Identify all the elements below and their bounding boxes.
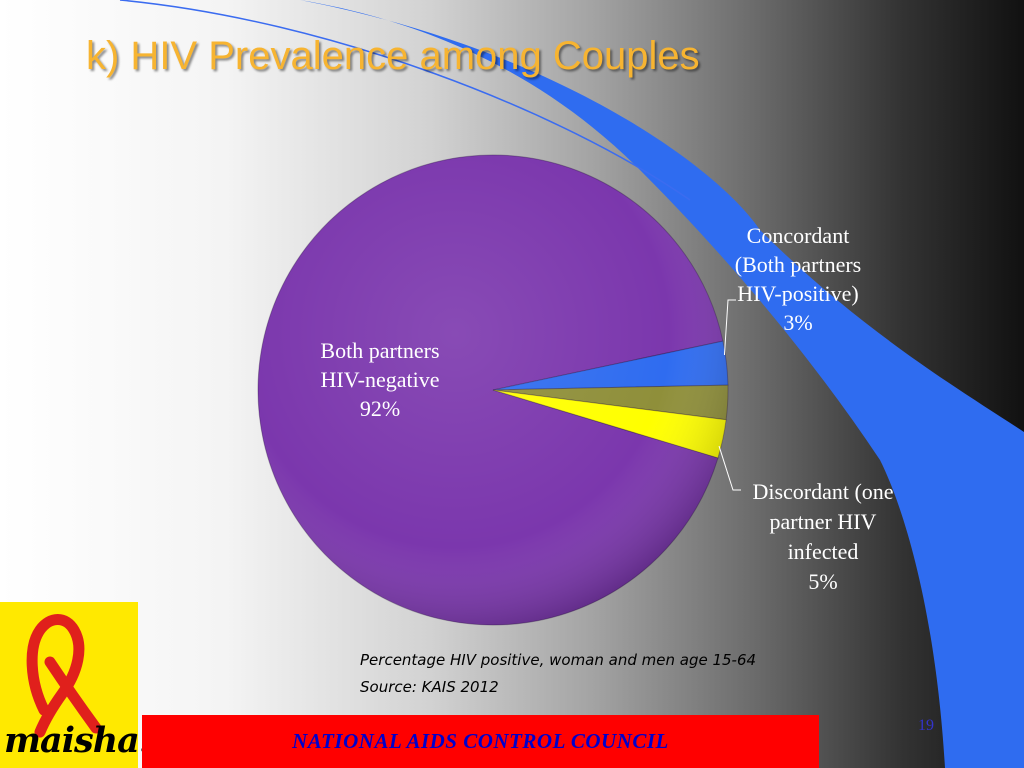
label-negative-line: Both partners bbox=[320, 338, 439, 363]
label-discordant-line: Discordant (one bbox=[752, 479, 893, 504]
footer-bar: NATIONAL AIDS CONTROL COUNCIL bbox=[142, 715, 819, 768]
red-ribbon-icon bbox=[26, 614, 102, 738]
label-concordant-line: HIV-positive) bbox=[737, 281, 858, 306]
page-title: k) HIV Prevalence among Couples bbox=[86, 34, 700, 78]
leader-concordant bbox=[723, 299, 736, 356]
label-concordant: Concordant (Both partners HIV-positive) 3% bbox=[735, 223, 861, 335]
label-concordant-line: 3% bbox=[783, 310, 812, 335]
label-discordant-line: 5% bbox=[808, 569, 837, 594]
slide-number: 19 bbox=[918, 717, 934, 734]
label-negative-line: 92% bbox=[360, 396, 400, 421]
label-discordant: Discordant (one partner HIV infected 5% bbox=[752, 479, 893, 594]
label-negative: Both partners HIV-negative 92% bbox=[320, 338, 439, 421]
label-discordant-line: infected bbox=[788, 539, 859, 564]
footer-org: NATIONAL AIDS CONTROL COUNCIL bbox=[292, 729, 669, 753]
label-concordant-line: Concordant bbox=[747, 223, 850, 248]
label-concordant-line: (Both partners bbox=[735, 252, 861, 277]
label-negative-line: HIV-negative bbox=[321, 367, 440, 392]
chart-source: Source: KAIS 2012 bbox=[360, 678, 499, 696]
chart-note: Percentage HIV positive, woman and men a… bbox=[360, 651, 757, 669]
label-discordant-line: partner HIV bbox=[770, 509, 877, 534]
logo-text: maisha! bbox=[4, 720, 154, 761]
leader-discordant bbox=[718, 445, 741, 491]
maisha-logo: maisha! bbox=[0, 602, 154, 768]
